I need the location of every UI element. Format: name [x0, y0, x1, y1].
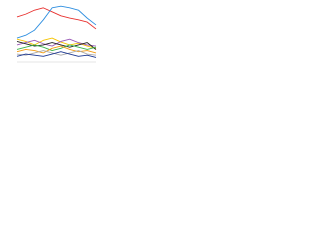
series-line — [16, 7, 97, 30]
series-line — [16, 44, 97, 52]
series-line — [16, 41, 97, 50]
series-line — [16, 37, 97, 49]
background — [0, 0, 100, 71]
page: (() => { const data = JSON.parse(documen… — [0, 0, 320, 71]
series-line — [16, 51, 97, 58]
chart — [0, 0, 100, 71]
series-line — [16, 45, 97, 54]
series-line — [16, 50, 97, 56]
series-line — [16, 5, 97, 39]
